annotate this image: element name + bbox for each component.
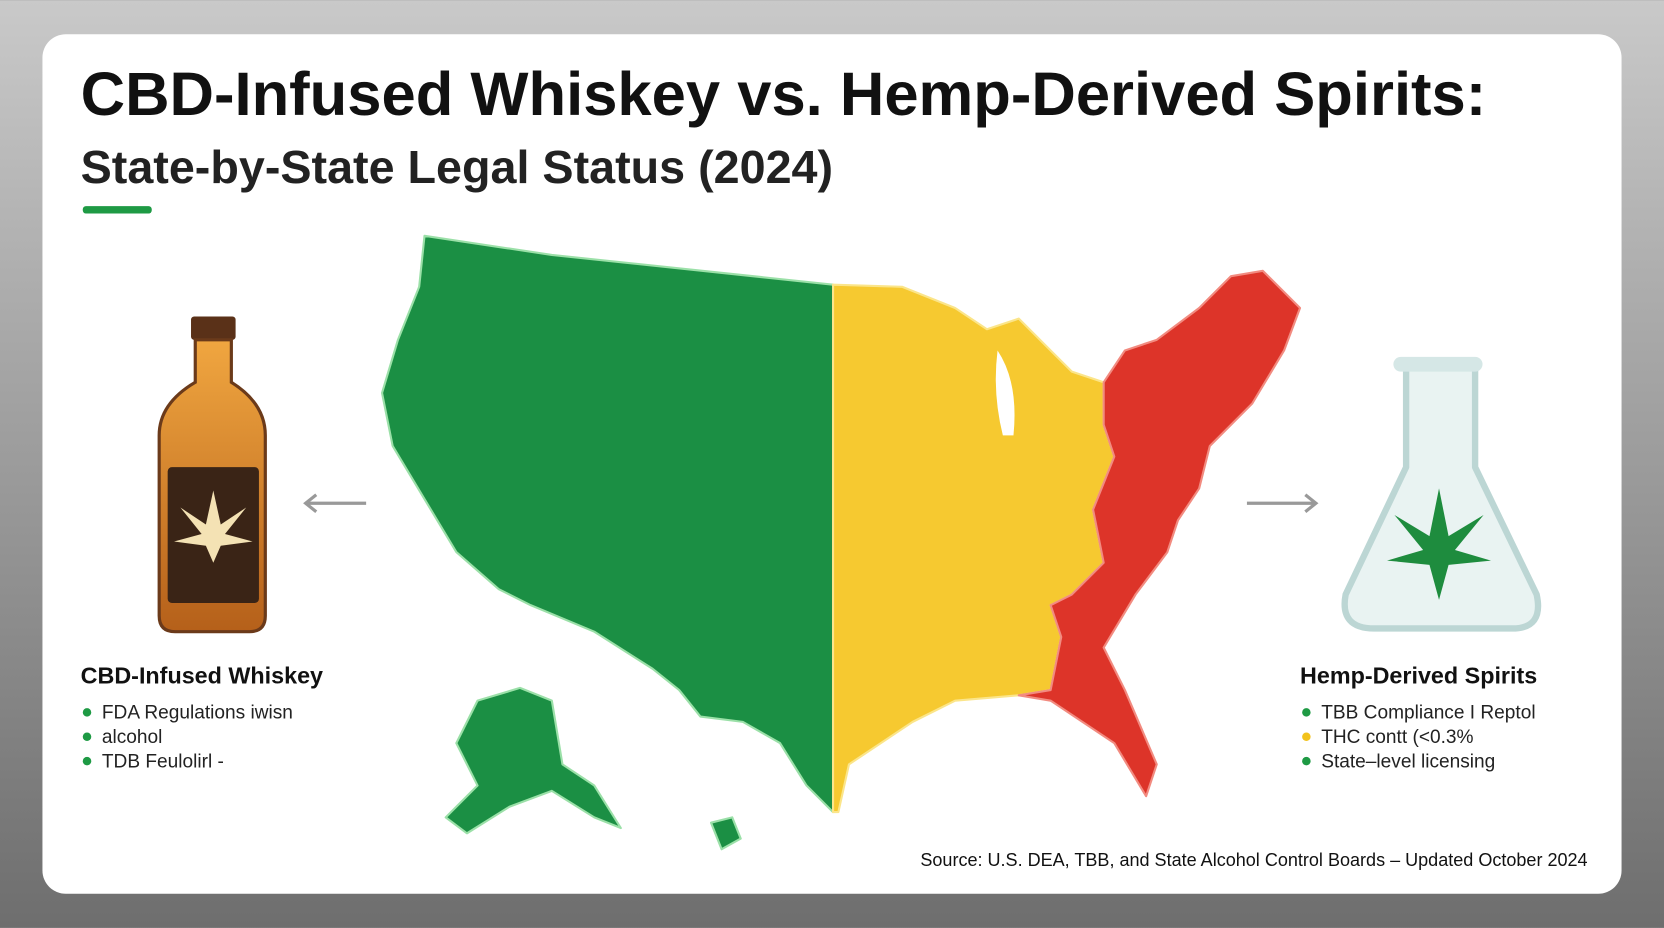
red-region: [1017, 269, 1302, 798]
source-note: Source: U.S. DEA, TBB, and State Alcohol…: [920, 850, 1587, 870]
title: CBD-Infused Whiskey vs. Hemp-Derived Spi…: [81, 60, 1487, 129]
bullet-dot: [82, 708, 92, 717]
bullet-dot: [1302, 708, 1311, 717]
us-map: [380, 234, 1302, 851]
hawaii: [709, 816, 742, 851]
alaska: [444, 686, 622, 835]
bullet-text: State–level licensing: [1321, 752, 1495, 773]
bullet-text: FDA Regulations iwisn: [102, 703, 293, 724]
bullet-dot: [1302, 756, 1311, 766]
bullet-text: THC contt (<0.3%: [1321, 727, 1473, 748]
panel-heading: Hemp-Derived Spirits: [1300, 663, 1537, 689]
flask: [1341, 356, 1542, 632]
panel-heading: CBD-Infused Whiskey: [81, 663, 323, 689]
bullet-dot: [82, 756, 92, 766]
whiskey-bottle: [157, 316, 267, 634]
left-panel: CBD-Infused Whiskey FDA Regulations iwis…: [81, 663, 323, 773]
bullet-dot: [82, 732, 92, 741]
green-region: [380, 234, 835, 814]
bullet-text: TBB Compliance I Reptol: [1321, 703, 1535, 724]
bullet-text: TDB Feulolirl -: [102, 752, 224, 773]
arrow-right: [1246, 493, 1319, 513]
bullet-dot: [1302, 732, 1311, 741]
right-panel: Hemp-Derived Spirits TBB Compliance I Re…: [1300, 663, 1537, 773]
bullet-list: TBB Compliance I Reptol THC contt (<0.3% S…: [1302, 703, 1536, 773]
accent-line: [82, 206, 152, 214]
arrow-left: [303, 493, 367, 513]
bullet-list: FDA Regulations iwisn alcohol TDB Feulolir…: [82, 703, 293, 773]
lake: [995, 350, 1015, 436]
bullet-text: alcohol: [102, 727, 163, 748]
subtitle: State-by-State Legal Status (2024): [81, 141, 833, 193]
